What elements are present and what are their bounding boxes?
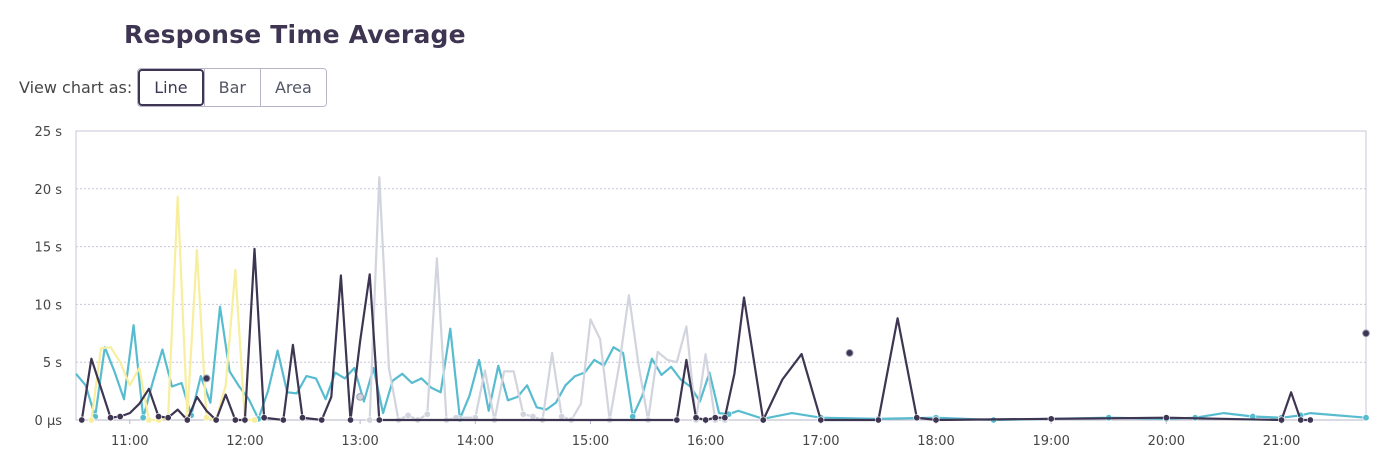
series-point-4 [913, 414, 921, 422]
x-tick-label: 15:00 [572, 434, 609, 449]
series-point-4 [1306, 416, 1314, 424]
series-point-4 [183, 416, 191, 424]
series-point-4 [711, 414, 719, 422]
series-point-4 [673, 416, 681, 424]
isolated-data-point [1362, 329, 1370, 338]
series-point-3 [404, 411, 412, 419]
y-tick-label: 15 s [35, 241, 63, 256]
plot-area [75, 130, 1367, 421]
x-tick-label: 17:00 [802, 434, 839, 449]
x-tick-label: 14:00 [457, 434, 494, 449]
series-point-4 [932, 416, 940, 424]
page-title: Response Time Average [124, 20, 466, 49]
view-chart-label: View chart as: [19, 78, 133, 97]
y-tick-label: 0 µs [35, 414, 63, 429]
view-chart-toggle: View chart as: Line Bar Area [19, 68, 327, 107]
series-point-3 [529, 413, 537, 421]
area-view-button[interactable]: Area [259, 69, 326, 106]
x-tick-label: 16:00 [687, 434, 724, 449]
series-point-4 [1162, 414, 1170, 422]
x-tick-label: 21:00 [1263, 434, 1300, 449]
series-point-4 [1297, 416, 1305, 424]
x-tick-label: 13:00 [341, 434, 378, 449]
series-point-2 [251, 416, 259, 424]
isolated-data-point [845, 349, 854, 357]
series-point-1 [1362, 414, 1370, 422]
series-point-3 [558, 413, 566, 421]
series-point-4 [241, 416, 249, 424]
chart-type-button-group: Line Bar Area [137, 68, 327, 107]
series-point-4 [299, 414, 307, 422]
series-point-3 [519, 410, 527, 418]
series-point-4 [874, 416, 882, 424]
y-tick-label: 20 s [35, 183, 63, 198]
x-tick-label: 19:00 [1032, 434, 1069, 449]
x-tick-label: 12:00 [226, 434, 263, 449]
x-tick-label: 18:00 [917, 434, 954, 449]
series-point-4 [702, 416, 710, 424]
series-point-1 [139, 414, 147, 422]
series-point-4 [155, 413, 163, 421]
series-point-4 [817, 416, 825, 424]
series-point-4 [212, 416, 220, 424]
series-line-3 [368, 176, 725, 422]
series-point-4 [260, 414, 268, 422]
y-tick-label: 5 s [43, 356, 62, 371]
series-point-2 [145, 416, 153, 424]
series-point-1 [629, 413, 637, 421]
series-point-2 [203, 414, 211, 422]
series-point-4 [347, 416, 355, 424]
series-line-1 [75, 305, 1367, 422]
series-point-4 [1278, 416, 1286, 424]
bar-view-button[interactable]: Bar [203, 69, 260, 106]
series-point-3 [423, 410, 431, 418]
isolated-data-point [202, 374, 211, 383]
series-point-4 [279, 416, 287, 424]
series-point-4 [78, 416, 86, 424]
series-point-3 [366, 416, 374, 424]
series-point-4 [759, 416, 767, 424]
series-point-4 [107, 414, 115, 422]
series-point-2 [87, 416, 95, 424]
series-line-2 [90, 195, 255, 422]
series-point-4 [1047, 415, 1055, 423]
series-point-4 [375, 416, 383, 424]
y-tick-label: 10 s [35, 298, 63, 313]
series-point-4 [721, 414, 729, 422]
series-point-4 [692, 414, 700, 422]
y-tick-label: 25 s [35, 125, 63, 140]
series-point-4 [318, 416, 326, 424]
series-point-4 [231, 416, 239, 424]
isolated-data-point [356, 392, 365, 401]
response-time-chart: 0 µs 5 s 10 s 15 s 20 s 25 s 11:00 12:00 13:00 14… [35, 125, 1370, 449]
x-tick-label: 11:00 [111, 434, 148, 449]
line-view-button[interactable]: Line [138, 69, 204, 106]
x-tick-label: 20:00 [1148, 434, 1185, 449]
series-point-4 [164, 414, 172, 422]
series-point-4 [116, 413, 124, 421]
